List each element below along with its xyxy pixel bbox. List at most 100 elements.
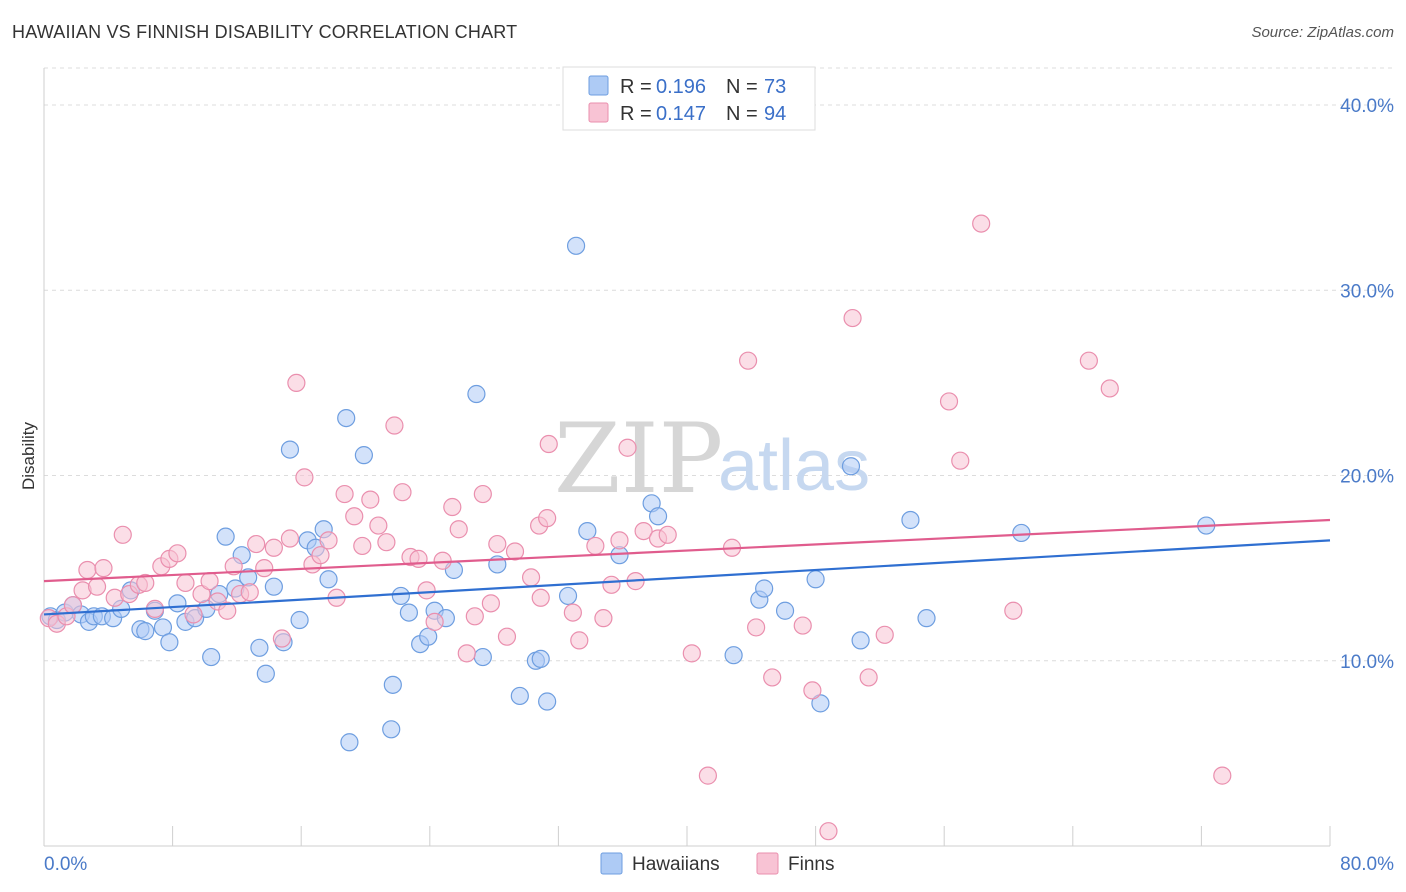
data-point <box>1213 766 1232 785</box>
y-tick-label: 40.0% <box>1340 96 1394 117</box>
data-point <box>566 236 586 255</box>
axes <box>43 68 1331 847</box>
data-point <box>94 559 113 578</box>
data-point <box>465 607 484 626</box>
data-point <box>216 527 235 546</box>
series-hawaiians <box>41 236 1216 752</box>
data-point <box>738 351 758 370</box>
y-tick-label: 20.0% <box>1340 467 1394 488</box>
y-tick-labels: 10.0% 20.0% 30.0% 40.0% <box>1340 96 1394 673</box>
y-axis-title: Disability <box>19 421 38 490</box>
data-point <box>594 609 613 628</box>
data-point <box>399 603 419 622</box>
data-point <box>290 610 309 630</box>
bottom-legend: Hawaiians Finns <box>600 852 834 875</box>
data-point <box>531 588 550 607</box>
data-point <box>385 416 404 435</box>
trend-lines <box>43 518 1331 616</box>
data-point <box>951 451 970 470</box>
data-point <box>610 531 629 550</box>
y-tick-label: 30.0% <box>1340 281 1394 302</box>
data-point <box>538 692 557 711</box>
data-point <box>811 694 830 713</box>
data-point <box>658 525 677 544</box>
data-point <box>136 622 155 641</box>
data-point <box>425 612 444 631</box>
data-point <box>488 534 507 554</box>
data-point <box>851 631 870 650</box>
data-point <box>287 373 306 393</box>
data-point <box>819 822 838 841</box>
legend-r-label: R = <box>620 76 652 98</box>
data-point <box>875 625 894 644</box>
bottom-legend-swatch-hawaiians <box>600 852 623 875</box>
data-point <box>382 720 401 739</box>
data-point <box>481 594 500 613</box>
data-point <box>473 484 492 504</box>
data-point <box>240 583 259 602</box>
watermark-zip: ZIP <box>554 403 723 515</box>
legend-n-value: 73 <box>764 76 786 98</box>
data-point <box>78 560 97 580</box>
data-point <box>319 531 338 550</box>
data-point <box>793 616 812 635</box>
data-point <box>295 468 314 487</box>
data-point <box>505 542 525 561</box>
data-point <box>747 618 766 637</box>
data-point <box>843 308 862 328</box>
source-credit: Source: ZipAtlas.com <box>1251 24 1394 41</box>
data-point <box>391 586 410 606</box>
data-point <box>202 647 221 667</box>
data-point <box>218 601 237 620</box>
x-tick-label: 80.0% <box>1340 854 1394 875</box>
data-point <box>972 214 991 233</box>
data-point <box>939 392 959 411</box>
chart-title: HAWAIIAN VS FINNISH DISABILITY CORRELATI… <box>12 22 518 42</box>
bottom-legend-swatch-finns <box>756 852 779 875</box>
data-point <box>340 733 359 752</box>
data-point <box>558 586 578 606</box>
x-tick-labels: 0.0% 80.0% <box>44 854 1394 875</box>
data-point <box>602 575 621 594</box>
data-point <box>417 581 436 600</box>
legend-n-label: N = <box>726 103 758 125</box>
x-tick-label: 0.0% <box>44 854 87 875</box>
data-points <box>39 214 1232 841</box>
data-point <box>467 384 486 404</box>
legend-n-value: 94 <box>764 103 786 125</box>
legend: R = 0.196 N = 73 R = 0.147 N = 94 <box>562 66 816 131</box>
data-point <box>570 631 589 650</box>
data-point <box>335 484 354 504</box>
data-point <box>755 579 774 598</box>
data-point <box>763 668 782 687</box>
data-point <box>168 594 187 613</box>
legend-n-label: N = <box>726 76 758 98</box>
data-point <box>443 497 462 517</box>
data-point <box>383 675 402 694</box>
data-point <box>682 644 701 663</box>
data-point <box>136 573 155 593</box>
trend-line-hawaiians <box>43 539 1331 616</box>
bottom-legend-hawaiians: Hawaiians <box>632 854 720 875</box>
legend-swatch-finns <box>588 102 609 123</box>
data-point <box>264 577 283 596</box>
data-point <box>160 633 179 652</box>
data-point <box>256 664 275 683</box>
data-point <box>319 570 338 589</box>
data-point <box>345 507 364 526</box>
data-point <box>1079 351 1098 370</box>
data-point <box>250 638 269 657</box>
data-point <box>168 544 187 563</box>
data-point <box>354 446 373 465</box>
legend-r-label: R = <box>620 103 652 125</box>
y-tick-label: 10.0% <box>1340 652 1394 673</box>
data-point <box>538 509 557 528</box>
data-point <box>901 510 920 530</box>
data-point <box>337 409 356 428</box>
legend-r-value: 0.147 <box>656 103 706 125</box>
data-point <box>859 668 878 687</box>
data-point <box>361 490 380 509</box>
data-point <box>473 647 492 667</box>
data-point <box>247 534 266 554</box>
legend-r-value: 0.196 <box>656 76 706 98</box>
